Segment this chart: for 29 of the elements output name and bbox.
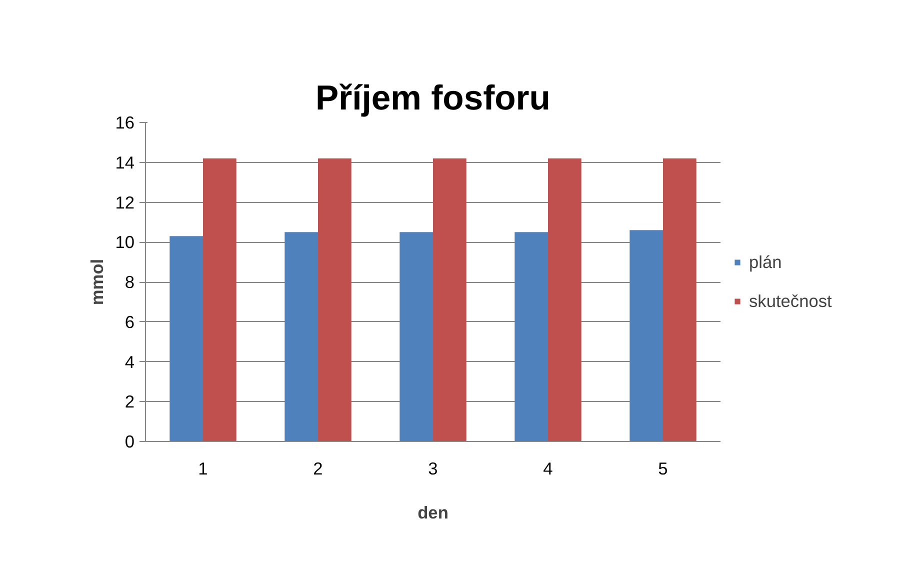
bar: [630, 230, 663, 442]
bar: [433, 158, 466, 442]
bar: [170, 236, 203, 442]
y-tick-label: 4: [124, 352, 135, 372]
bar: [284, 232, 318, 442]
chart-title: Příjem fosforu: [316, 80, 550, 118]
bar: [514, 232, 548, 442]
x-axis-title: den: [418, 502, 448, 522]
y-tick-label: 16: [115, 112, 135, 132]
x-tick-label: 1: [198, 458, 208, 478]
y-tick-label: 14: [115, 152, 135, 172]
bar: [400, 232, 433, 442]
bar: [318, 158, 352, 442]
x-tick-label: 3: [428, 458, 438, 478]
x-tick-label: 4: [543, 458, 554, 478]
y-tick-label: 12: [115, 192, 135, 212]
y-tick-label: 6: [124, 312, 135, 332]
y-axis-title: mmol: [87, 258, 108, 306]
y-tick-label: 2: [124, 392, 135, 412]
bar: [548, 158, 582, 442]
y-tick-label: 8: [124, 272, 135, 292]
y-tick-label: 0: [124, 432, 135, 452]
y-tick-label: 10: [115, 232, 135, 252]
bar: [203, 158, 236, 442]
bar: [663, 158, 696, 442]
x-tick-label: 2: [313, 458, 323, 478]
legend-label: skutečnost: [749, 290, 832, 312]
x-tick-label: 5: [658, 458, 668, 478]
legend-label: plán: [749, 252, 782, 272]
